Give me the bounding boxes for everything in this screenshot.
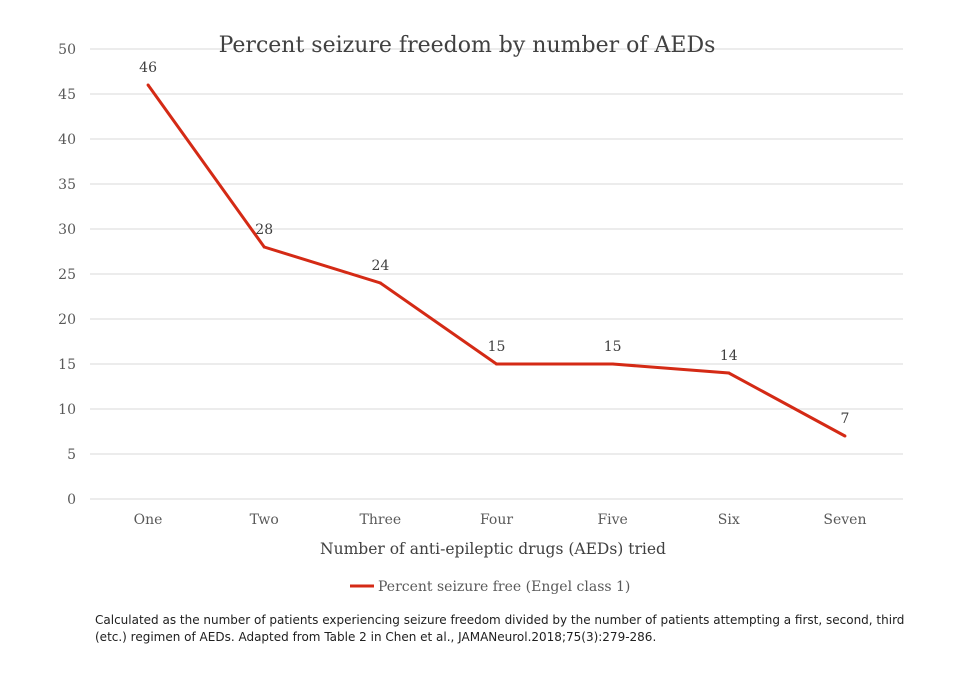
y-tick-label: 35 [58, 177, 76, 193]
y-tick-label: 20 [58, 312, 76, 328]
data-point [727, 371, 731, 375]
x-tick-label: Two [250, 512, 279, 528]
x-tick-label: One [134, 512, 163, 528]
x-tick-label: Seven [823, 512, 866, 528]
data-point [843, 434, 847, 438]
y-tick-label: 5 [67, 447, 76, 463]
legend-label: Percent seizure free (Engel class 1) [378, 579, 630, 595]
data-point [378, 281, 382, 285]
y-tick-label: 10 [58, 402, 76, 418]
x-tick-label: Five [597, 512, 627, 528]
chart-title: Percent seizure freedom by number of AED… [219, 33, 716, 58]
x-axis-title: Number of anti-epileptic drugs (AEDs) tr… [320, 540, 666, 558]
data-label: 28 [255, 222, 273, 238]
y-tick-label: 15 [58, 357, 76, 373]
data-label: 15 [488, 339, 506, 355]
data-point [495, 362, 498, 366]
data-point [146, 83, 150, 87]
y-tick-label: 45 [58, 87, 76, 103]
data-point [611, 362, 615, 366]
data-label: 24 [371, 258, 389, 274]
x-tick-label: Four [480, 512, 513, 528]
series-layer [146, 83, 847, 438]
footnote: Calculated as the number of patients exp… [95, 613, 905, 644]
y-axis-ticks: 0 5 10 15 20 25 30 35 40 45 50 [58, 42, 76, 508]
x-tick-label: Six [718, 512, 740, 528]
data-point [262, 245, 266, 249]
y-tick-label: 0 [67, 492, 76, 508]
data-labels: 46 28 24 15 15 14 7 [139, 60, 849, 427]
y-tick-label: 30 [58, 222, 76, 238]
gridlines [90, 48, 903, 500]
y-tick-label: 40 [58, 132, 76, 148]
chart: 0 5 10 15 20 25 30 35 40 45 50 One Two Three Four Five… [58, 33, 903, 595]
y-tick-label: 25 [58, 267, 76, 283]
data-label: 14 [720, 348, 738, 364]
y-tick-label: 50 [58, 42, 76, 58]
x-axis-ticks: One Two Three Four Five Six Seven [134, 512, 867, 528]
series-line [146, 84, 846, 438]
legend: Percent seizure free (Engel class 1) [350, 579, 630, 595]
data-label: 7 [840, 411, 849, 427]
x-tick-label: Three [360, 512, 402, 528]
data-label: 15 [604, 339, 622, 355]
data-label: 46 [139, 60, 157, 76]
